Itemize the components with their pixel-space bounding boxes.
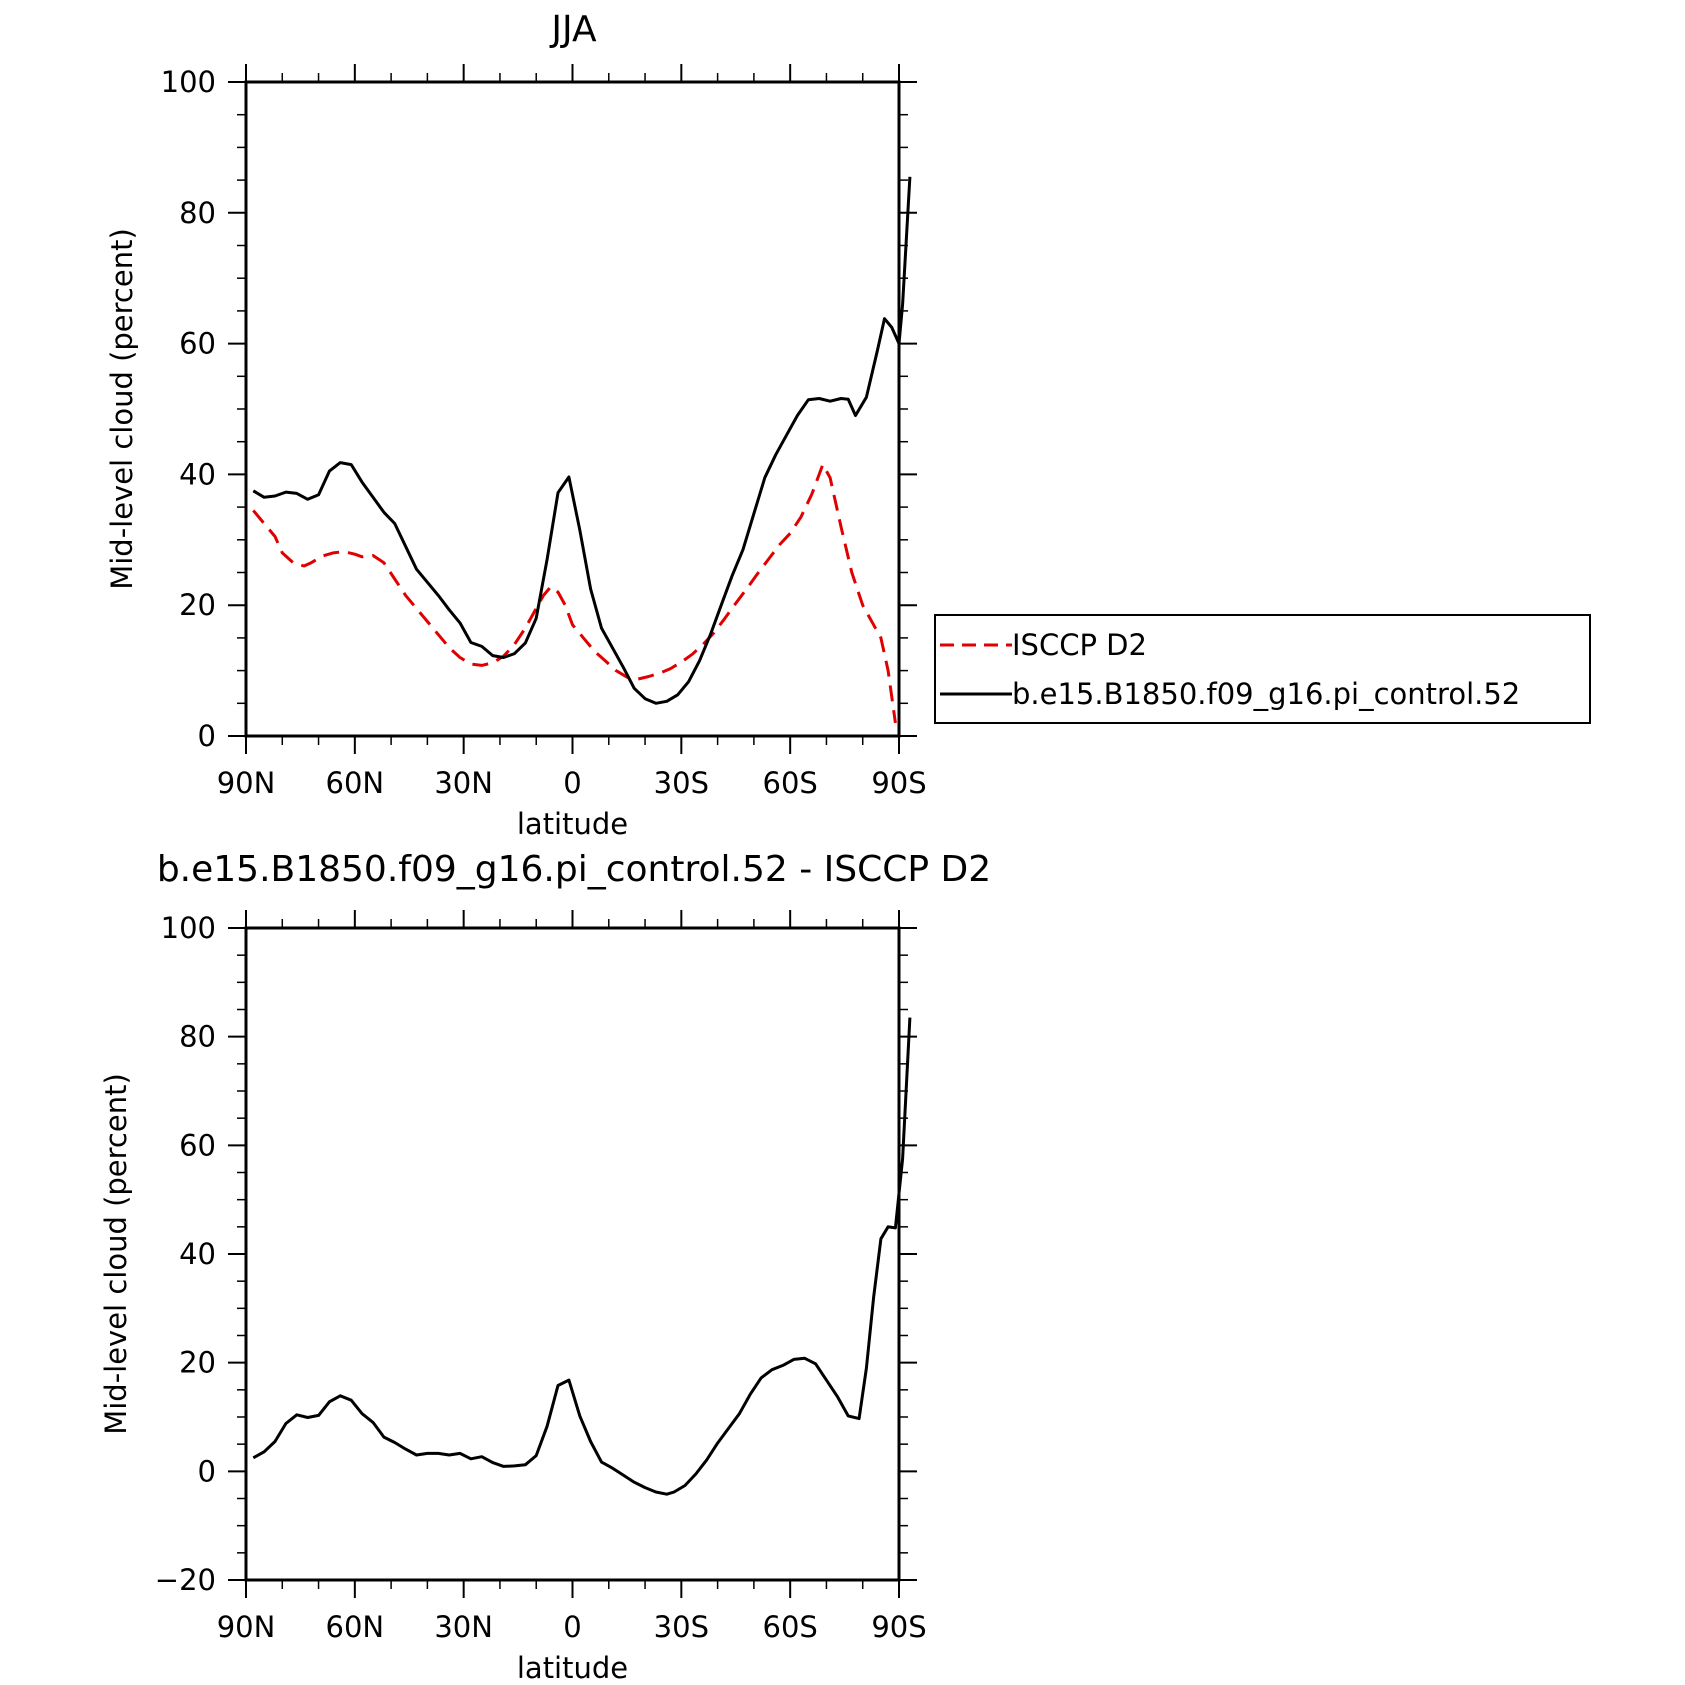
bottom-x-tick-label: 30S xyxy=(654,1610,709,1644)
top-x-tick-label: 90S xyxy=(871,766,926,800)
bottom-x-tick-label: 30N xyxy=(434,1610,493,1644)
top-x-tick-label: 60S xyxy=(763,766,818,800)
top-y-tick-label: 80 xyxy=(179,196,216,230)
legend: ISCCP D2 b.e15.B1850.f09_g16.pi_control.… xyxy=(934,614,1591,724)
bottom-y-tick-label: −20 xyxy=(155,1563,216,1597)
bottom-y-axis-label: Mid-level cloud (percent) xyxy=(99,1073,133,1435)
bottom-x-tick-label: 0 xyxy=(563,1610,581,1644)
bottom-x-tick-label: 90S xyxy=(871,1610,926,1644)
bottom-x-tick-label: 60N xyxy=(326,1610,385,1644)
top-chart-title: JJA xyxy=(549,9,597,50)
top-y-tick-label: 20 xyxy=(179,588,216,622)
bottom-y-tick-label: 60 xyxy=(179,1128,216,1162)
bottom-chart-panel: −20 0 20 40 60 80 100 90N 60N 30N 0 30S 60S 90S b.e15.… xyxy=(99,849,991,1685)
top-x-tick-label: 30N xyxy=(434,766,493,800)
bottom-x-tick-label: 90N xyxy=(217,1610,276,1644)
bottom-x-axis-label: latitude xyxy=(517,1651,628,1685)
top-chart-panel: 0 20 40 60 80 100 90N 60N 30N 0 30S 60S 90S JJA latitu… xyxy=(105,9,927,841)
top-y-tick-label: 60 xyxy=(179,327,216,361)
legend-box xyxy=(934,614,1591,724)
bottom-series-line-0 xyxy=(252,1017,912,1496)
bottom-x-tick-label: 60S xyxy=(763,1610,818,1644)
top-x-tick-label: 90N xyxy=(217,766,276,800)
bottom-y-tick-label: 0 xyxy=(198,1454,216,1488)
bottom-chart-title: b.e15.B1850.f09_g16.pi_control.52 - ISCC… xyxy=(157,849,991,890)
top-x-tick-label: 0 xyxy=(563,766,581,800)
legend-label-isccp: ISCCP D2 xyxy=(1012,628,1147,662)
top-y-tick-label: 100 xyxy=(161,65,216,99)
bottom-plot-frame xyxy=(244,926,901,1582)
top-x-tick-label: 30S xyxy=(654,766,709,800)
bottom-y-tick-label: 40 xyxy=(179,1237,216,1271)
top-y-axis-label: Mid-level cloud (percent) xyxy=(105,228,139,590)
top-y-tick-label: 40 xyxy=(179,457,216,491)
top-series-line-1 xyxy=(252,176,912,705)
top-series-line-0 xyxy=(252,463,897,724)
legend-label-model: b.e15.B1850.f09_g16.pi_control.52 xyxy=(1012,677,1520,711)
bottom-y-tick-label: 20 xyxy=(179,1346,216,1380)
bottom-y-tick-label: 100 xyxy=(161,911,216,945)
top-x-tick-label: 60N xyxy=(326,766,385,800)
top-x-axis-label: latitude xyxy=(517,807,628,841)
top-y-tick-label: 0 xyxy=(198,719,216,753)
bottom-y-tick-label: 80 xyxy=(179,1020,216,1054)
